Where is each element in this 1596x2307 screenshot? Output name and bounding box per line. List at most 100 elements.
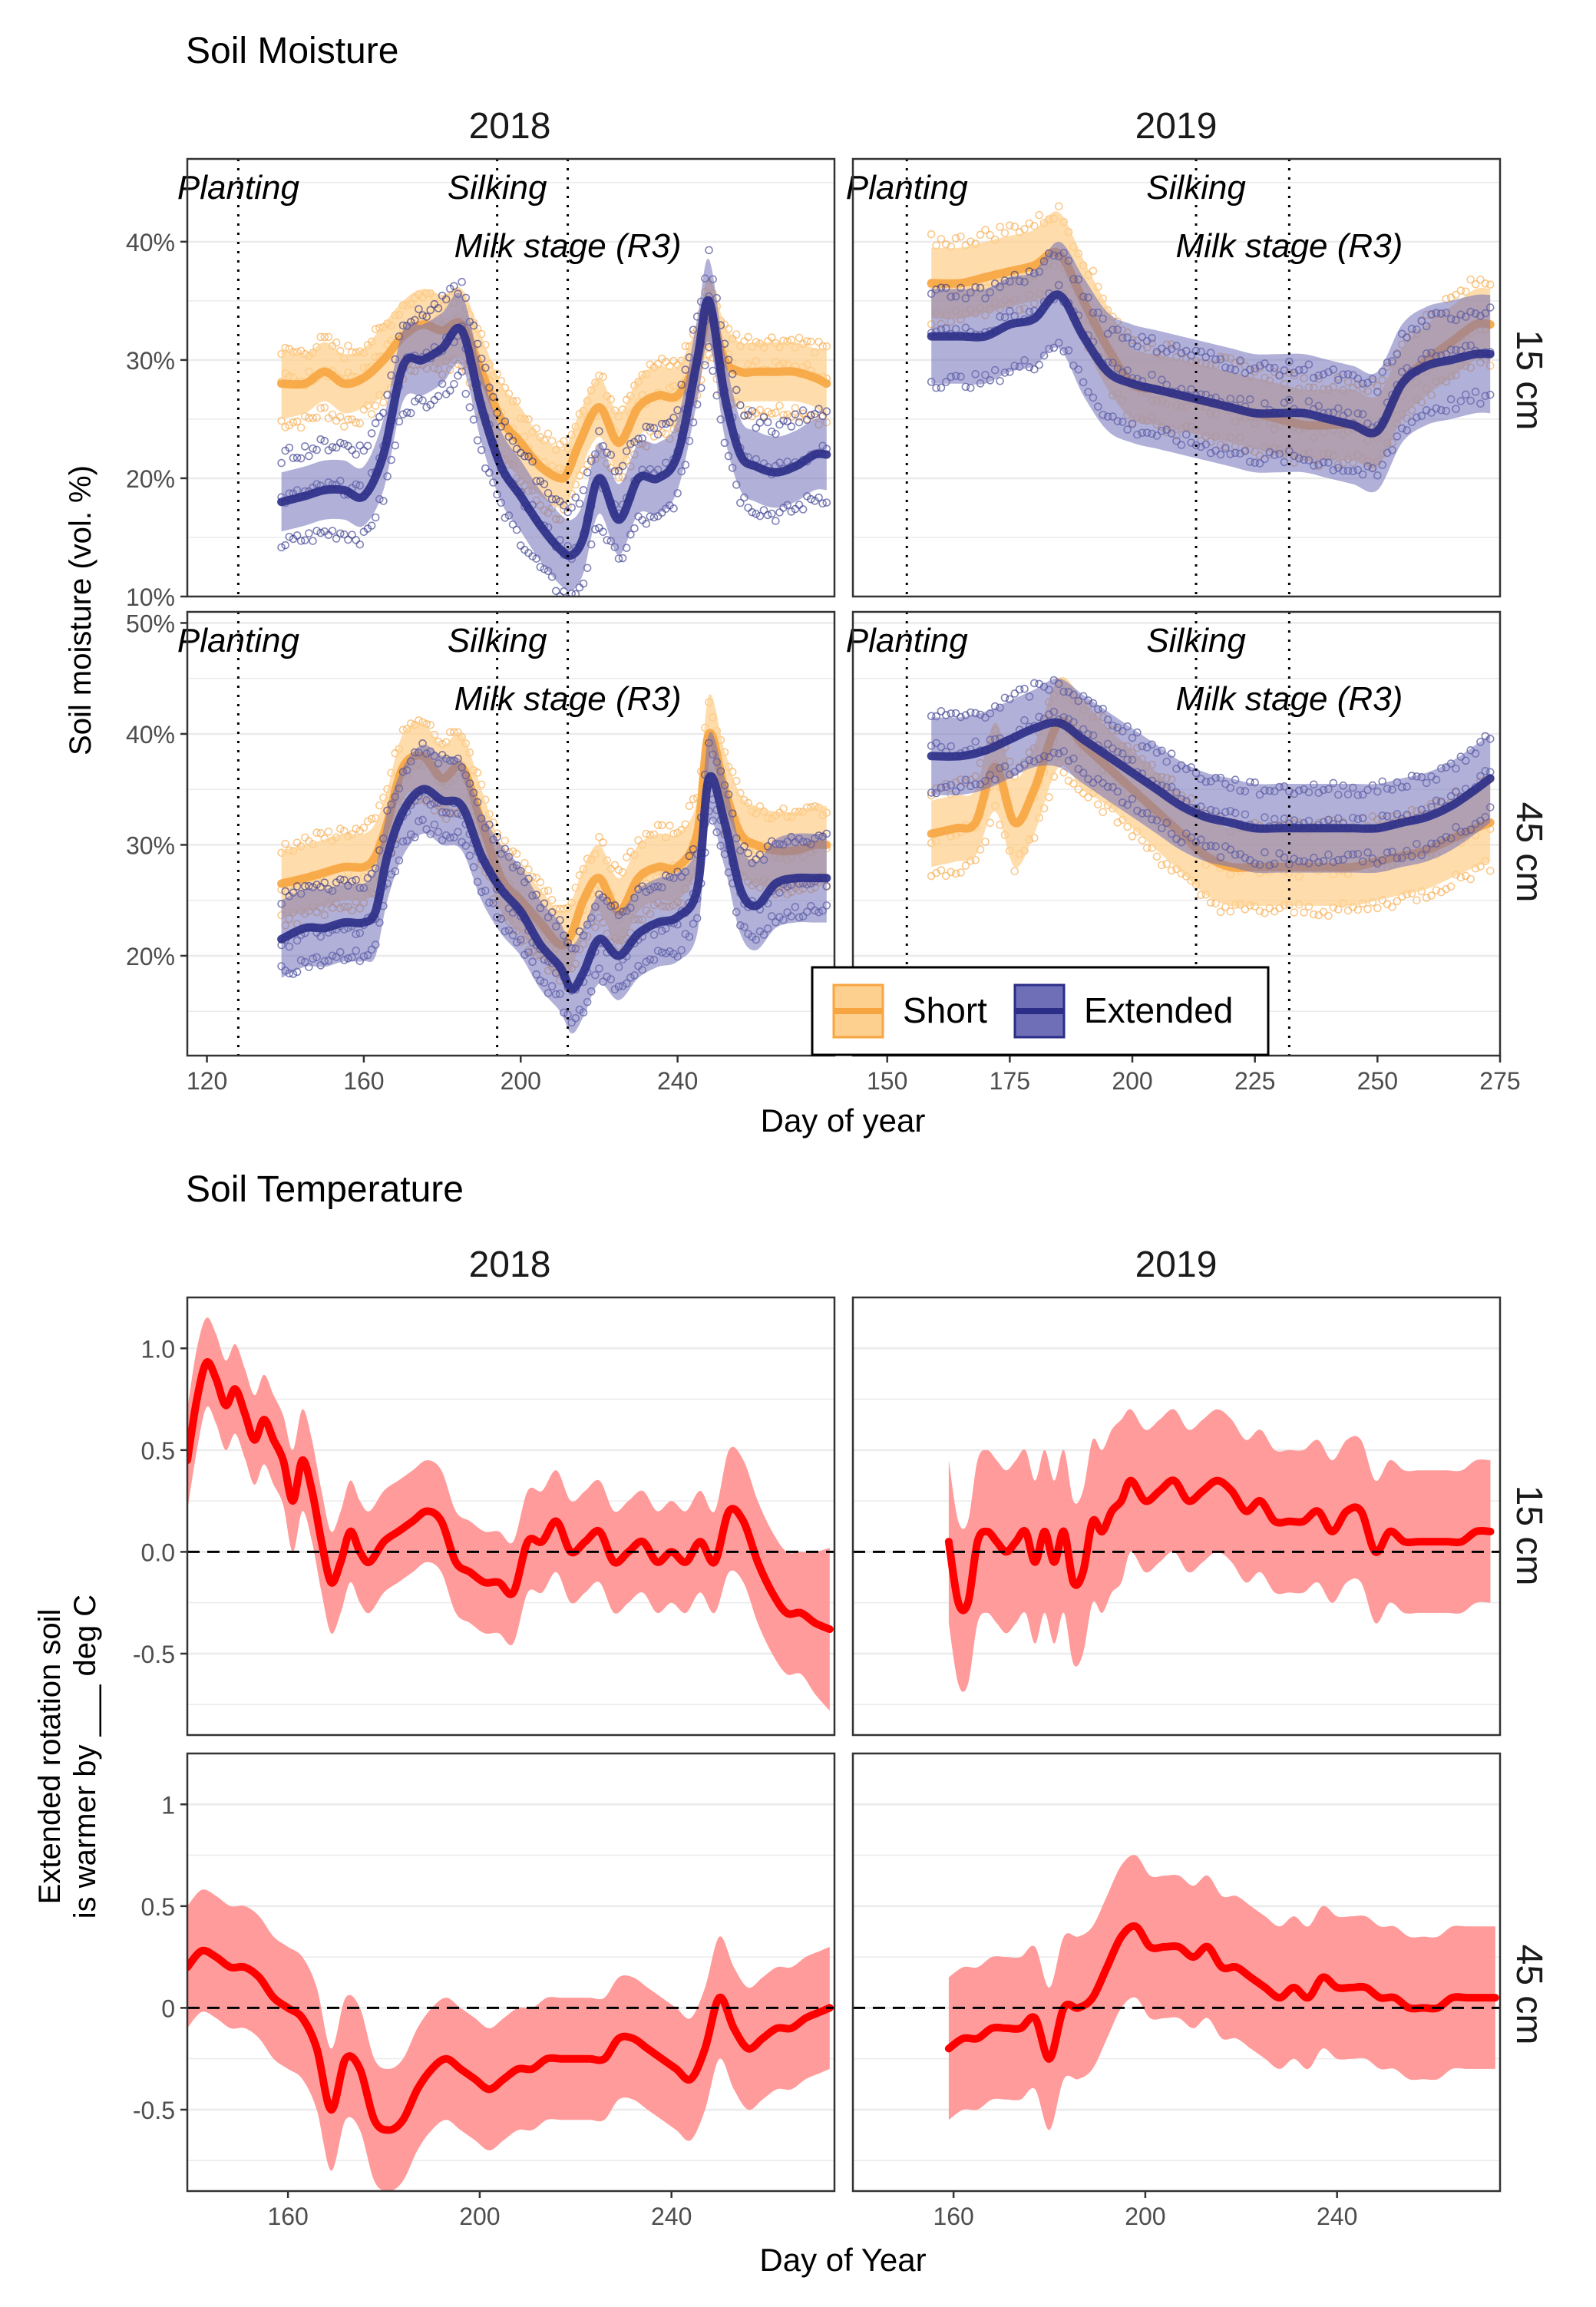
observation-point xyxy=(446,728,454,737)
observation-point xyxy=(779,411,788,419)
observation-point xyxy=(1310,910,1318,919)
event-label-silking: Silking xyxy=(1146,622,1246,659)
observation-point xyxy=(564,594,572,597)
observation-point xyxy=(779,416,788,425)
observation-point xyxy=(551,587,560,596)
observation-point xyxy=(508,847,517,856)
observation-point xyxy=(1300,908,1308,917)
observation-point xyxy=(1481,279,1490,288)
observation-point xyxy=(406,408,415,418)
observation-point xyxy=(551,495,560,504)
series-line-difference xyxy=(187,1358,834,1634)
observation-point xyxy=(996,376,1004,385)
observation-point xyxy=(277,458,286,468)
observation-point xyxy=(1029,365,1039,374)
observation-point xyxy=(277,543,286,552)
observation-point xyxy=(281,540,290,550)
observation-point xyxy=(324,828,333,836)
observation-point xyxy=(296,537,306,545)
strip-15cm-moisture: 15 cm xyxy=(1508,330,1549,431)
observation-point xyxy=(567,503,576,512)
observation-point xyxy=(560,501,568,510)
observation-point xyxy=(642,422,651,431)
moisture-x-axis-title: Day of year xyxy=(761,1102,926,1139)
observation-point xyxy=(344,415,352,424)
observation-point xyxy=(1363,904,1372,914)
observation-point xyxy=(352,418,360,427)
observation-point xyxy=(732,330,741,339)
x-tick-label: 120 xyxy=(187,1067,227,1095)
observation-point xyxy=(937,707,946,716)
series-line-difference xyxy=(944,1476,1495,1615)
y-tick-label: 0.5 xyxy=(141,1893,175,1921)
observation-point xyxy=(309,537,317,545)
observation-point xyxy=(402,408,411,417)
observation-point xyxy=(328,527,337,535)
observation-point xyxy=(371,513,380,522)
observation-point xyxy=(352,825,360,833)
plot-content xyxy=(187,1317,834,1711)
observation-point xyxy=(666,821,674,830)
event-label-silking: Silking xyxy=(1146,169,1246,207)
x-tick-label: 275 xyxy=(1479,1067,1520,1095)
observation-point xyxy=(1079,788,1088,798)
observation-point xyxy=(744,405,752,415)
observation-point xyxy=(344,342,352,350)
observation-point xyxy=(1089,266,1098,276)
y-tick-label: 0.5 xyxy=(141,1437,175,1465)
observation-point xyxy=(332,534,341,543)
observation-point xyxy=(610,901,620,910)
observation-point xyxy=(292,531,302,540)
observation-point xyxy=(1029,679,1039,688)
temperature-y-axis-title-line1: Extended rotation soil xyxy=(33,1609,67,1905)
observation-point xyxy=(305,451,313,461)
observation-point xyxy=(1388,903,1396,911)
observation-point xyxy=(811,409,819,418)
observation-point xyxy=(335,825,345,833)
observation-point xyxy=(450,379,458,388)
observation-point xyxy=(986,230,995,240)
y-tick-label: -0.5 xyxy=(133,2097,175,2124)
observation-point xyxy=(798,406,808,415)
event-label-planting: Planting xyxy=(846,622,969,659)
observation-point xyxy=(677,380,686,389)
observation-point xyxy=(1010,867,1019,875)
observation-point xyxy=(335,529,345,538)
observation-point xyxy=(312,828,321,838)
observation-point xyxy=(653,821,663,829)
observation-point xyxy=(536,878,545,887)
series-line-extended xyxy=(277,772,831,993)
series-line-extended xyxy=(927,718,1495,833)
observation-point xyxy=(1197,891,1205,900)
observation-point xyxy=(1255,907,1264,916)
observation-point xyxy=(736,498,745,507)
observation-point xyxy=(775,402,784,410)
observation-point xyxy=(441,295,451,304)
plot-content xyxy=(277,246,831,597)
plot-content xyxy=(277,694,831,1034)
observation-point xyxy=(1373,904,1382,913)
observation-point xyxy=(951,869,960,878)
event-label-milk: Milk stage (R3) xyxy=(1175,227,1403,265)
observation-point xyxy=(461,389,471,398)
observation-point xyxy=(281,423,290,431)
x-tick-label: 250 xyxy=(1357,1067,1398,1095)
x-tick-label: 200 xyxy=(1112,1067,1152,1095)
observation-point xyxy=(426,400,435,409)
observation-point xyxy=(524,865,533,874)
y-tick-label: 20% xyxy=(126,943,175,970)
observation-point xyxy=(398,410,408,418)
observation-point xyxy=(292,882,302,891)
observation-point xyxy=(1466,275,1475,284)
observation-point xyxy=(571,493,580,502)
observation-point xyxy=(292,417,302,426)
observation-point xyxy=(649,424,659,432)
observation-point xyxy=(767,333,776,342)
panel-moisture-2019-45cm: Planting Silking Milk stage (R3) 150 175 200 2… xyxy=(846,610,1521,1095)
temperature-section-title: Soil Temperature xyxy=(186,1169,464,1210)
observation-point xyxy=(312,527,321,535)
observation-point xyxy=(642,519,651,528)
observation-point xyxy=(748,407,757,415)
plot-content xyxy=(187,1889,834,2191)
panel-border xyxy=(851,157,1502,598)
